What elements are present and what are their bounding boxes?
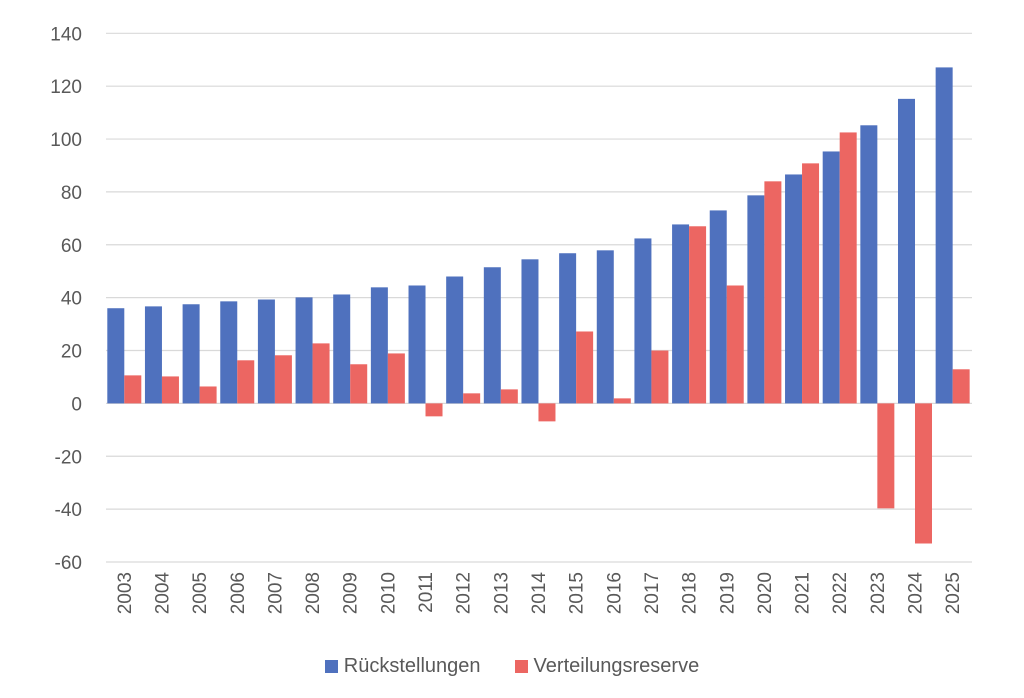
y-axis-ticks: -60 -40 -20 0 20 40 60 80 100 120 140 [50, 24, 82, 574]
x-tick-label: 2022 [830, 572, 851, 614]
bar-verteilungsreserve-2004 [161, 376, 179, 404]
x-tick-label: 2020 [755, 572, 776, 614]
y-tick-label: 60 [61, 236, 82, 257]
bar-rueckstellungen-2009 [333, 294, 351, 404]
bar-rueckstellungen-2018 [672, 224, 690, 404]
bar-verteilungsreserve-2014 [538, 403, 556, 422]
y-tick-label: 40 [61, 289, 82, 310]
bar-verteilungsreserve-2025 [952, 369, 970, 404]
x-tick-label: 2006 [228, 572, 249, 614]
x-tick-label: 2010 [378, 572, 399, 614]
bar-rueckstellungen-2005 [182, 304, 200, 404]
y-tick-label: 20 [61, 342, 82, 363]
bar-verteilungsreserve-2016 [613, 398, 631, 404]
bar-verteilungsreserve-2006 [237, 360, 255, 404]
y-tick-label: 0 [71, 394, 82, 415]
bar-verteilungsreserve-2021 [802, 163, 820, 404]
x-tick-label: 2017 [642, 572, 663, 614]
bar-rueckstellungen-2014 [521, 259, 539, 404]
x-tick-label: 2003 [115, 572, 136, 614]
y-tick-label: 140 [50, 24, 82, 45]
bar-rueckstellungen-2024 [897, 98, 915, 404]
bar-verteilungsreserve-2024 [914, 403, 932, 544]
legend-label: Verteilungsreserve [533, 655, 700, 677]
bar-verteilungsreserve-2020 [764, 181, 782, 404]
bar-rueckstellungen-2003 [107, 308, 125, 404]
bar-rueckstellungen-2020 [747, 195, 765, 404]
bar-rueckstellungen-2023 [860, 125, 878, 404]
legend-label: Rückstellungen [343, 655, 481, 677]
y-tick-label: -60 [55, 553, 82, 574]
legend-item-rueckstellungen: Rückstellungen [324, 655, 481, 678]
bar-rueckstellungen-2022 [822, 151, 840, 404]
bar-verteilungsreserve-2015 [576, 331, 594, 404]
bar-verteilungsreserve-2005 [199, 386, 217, 404]
bar-verteilungsreserve-2023 [877, 403, 895, 509]
x-tick-label: 2012 [454, 572, 475, 614]
bar-rueckstellungen-2007 [257, 299, 275, 404]
x-tick-label: 2018 [680, 572, 701, 614]
bar-rueckstellungen-2013 [483, 267, 501, 404]
legend-swatch-red [514, 660, 528, 673]
bar-verteilungsreserve-2010 [387, 353, 405, 404]
y-tick-label: -40 [55, 500, 82, 521]
x-tick-label: 2019 [717, 572, 738, 614]
y-tick-label: 80 [61, 183, 82, 204]
bar-verteilungsreserve-2019 [726, 285, 744, 404]
legend-item-verteilungsreserve: Verteilungsreserve [514, 655, 700, 678]
bar-verteilungsreserve-2017 [651, 350, 669, 404]
x-tick-label: 2015 [567, 572, 588, 614]
x-tick-label: 2004 [152, 572, 173, 615]
x-tick-label: 2013 [491, 572, 512, 614]
bar-verteilungsreserve-2011 [425, 403, 443, 417]
bar-rueckstellungen-2010 [370, 287, 388, 404]
bar-rueckstellungen-2019 [709, 210, 727, 404]
x-tick-label: 2023 [868, 572, 889, 614]
y-tick-label: 120 [50, 77, 82, 98]
bar-rueckstellungen-2008 [295, 297, 313, 404]
bar-rueckstellungen-2012 [446, 276, 464, 404]
x-tick-label: 2016 [604, 572, 625, 614]
bar-rueckstellungen-2015 [559, 253, 577, 404]
x-tick-label: 2009 [341, 572, 362, 614]
x-tick-label: 2024 [906, 572, 927, 615]
bar-rueckstellungen-2006 [220, 301, 238, 404]
bar-rueckstellungen-2011 [408, 285, 426, 404]
x-tick-label: 2007 [265, 572, 286, 614]
bar-rueckstellungen-2021 [785, 174, 803, 404]
bars [107, 67, 970, 544]
x-tick-label: 2025 [943, 572, 964, 614]
bar-verteilungsreserve-2018 [689, 226, 707, 404]
x-tick-label: 2014 [529, 572, 550, 615]
gridlines [106, 32, 972, 563]
y-tick-label: 100 [50, 130, 82, 151]
bar-verteilungsreserve-2013 [500, 389, 518, 404]
bar-verteilungsreserve-2008 [312, 343, 330, 404]
bar-verteilungsreserve-2012 [463, 393, 481, 404]
bar-rueckstellungen-2016 [596, 250, 614, 404]
bar-verteilungsreserve-2003 [124, 375, 142, 404]
x-tick-label: 2005 [190, 572, 211, 614]
y-tick-label: -20 [55, 447, 82, 468]
bar-rueckstellungen-2025 [935, 67, 953, 404]
x-axis-ticks: 2003 2004 2005 2006 2007 2008 2009 2010 2011 2012… [115, 572, 964, 615]
bar-verteilungsreserve-2007 [274, 355, 292, 404]
legend-swatch-blue [324, 660, 338, 673]
x-tick-label: 2008 [303, 572, 324, 614]
bar-verteilungsreserve-2022 [839, 132, 857, 404]
x-tick-label: 2011 [416, 572, 437, 613]
bar-verteilungsreserve-2009 [350, 364, 368, 404]
bar-rueckstellungen-2004 [144, 306, 162, 404]
legend: Rückstellungen Verteilungsreserve [0, 655, 1024, 678]
bar-rueckstellungen-2017 [634, 238, 652, 404]
x-tick-label: 2021 [793, 572, 814, 614]
